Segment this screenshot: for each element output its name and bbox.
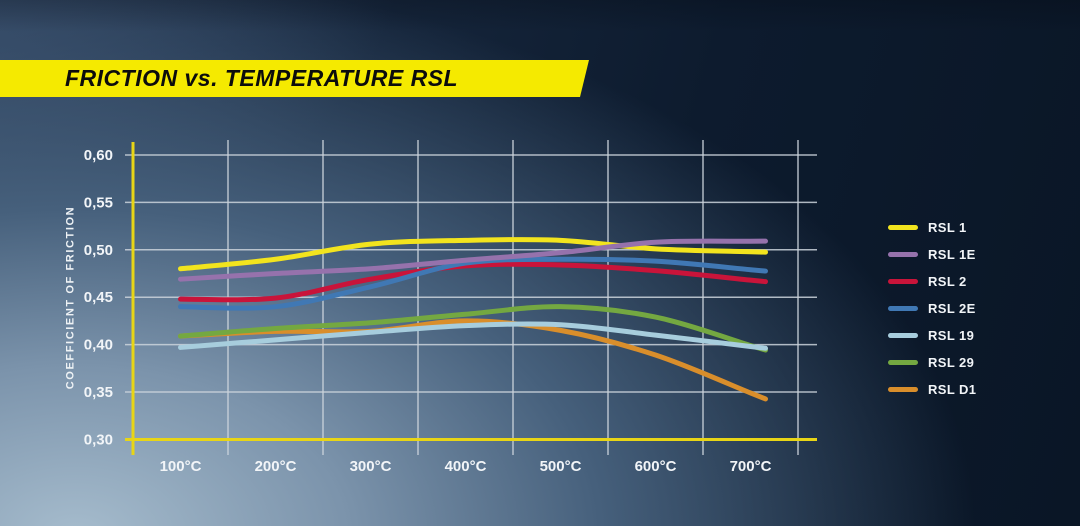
legend-label: RSL 29 <box>928 355 975 370</box>
legend-item: RSL 2E <box>888 295 976 322</box>
legend-label: RSL 19 <box>928 328 975 343</box>
x-tick-label: 400°C <box>445 458 487 475</box>
legend-item: RSL 1 <box>888 214 976 241</box>
legend-color-swatch-icon <box>888 225 918 230</box>
series-line-rsl-1 <box>178 237 768 272</box>
series-line-rsl-1e <box>178 238 768 282</box>
legend-color-swatch-icon <box>888 279 918 284</box>
legend-color-swatch-icon <box>888 360 918 365</box>
legend-item: RSL 2 <box>888 268 976 295</box>
legend-label: RSL D1 <box>928 382 977 397</box>
legend-color-swatch-icon <box>888 252 918 257</box>
legend-item: RSL 29 <box>888 349 976 376</box>
series-line-rsl-2e <box>178 256 768 311</box>
y-tick-label: 0,40 <box>84 337 113 354</box>
y-tick-label: 0,50 <box>84 242 113 259</box>
legend-color-swatch-icon <box>888 333 918 338</box>
x-tick-label: 100°C <box>160 458 202 475</box>
legend-label: RSL 1 <box>928 220 967 235</box>
legend-label: RSL 2 <box>928 274 967 289</box>
legend-color-swatch-icon <box>888 387 918 392</box>
title-banner: FRICTION vs. TEMPERATURE RSL <box>0 60 589 97</box>
page-title: FRICTION vs. TEMPERATURE RSL <box>65 65 459 91</box>
x-tick-label: 300°C <box>350 458 392 475</box>
y-tick-label: 0,55 <box>84 194 113 211</box>
y-tick-label: 0,45 <box>84 289 113 306</box>
legend-item: RSL 1E <box>888 241 976 268</box>
legend-item: RSL 19 <box>888 322 976 349</box>
legend-label: RSL 1E <box>928 247 976 262</box>
series-line-rsl-29 <box>178 304 768 353</box>
series-line-rsl-19 <box>178 321 768 351</box>
x-tick-label: 600°C <box>635 458 677 475</box>
series-line-rsl-2 <box>178 261 768 303</box>
legend-item: RSL D1 <box>888 376 976 403</box>
x-tick-label: 200°C <box>255 458 297 475</box>
legend-color-swatch-icon <box>888 306 918 311</box>
x-tick-label: 500°C <box>540 458 582 475</box>
y-tick-label: 0,30 <box>84 431 113 448</box>
y-tick-label: 0,35 <box>84 384 113 401</box>
x-tick-label: 700°C <box>730 458 772 475</box>
legend-label: RSL 2E <box>928 301 976 316</box>
y-tick-label: 0,60 <box>84 147 113 164</box>
legend: RSL 1 RSL 1E RSL 2 RSL 2E RSL 19 RSL 29 RSL D1 <box>888 214 976 403</box>
series-line-rsl-d1 <box>178 318 768 402</box>
